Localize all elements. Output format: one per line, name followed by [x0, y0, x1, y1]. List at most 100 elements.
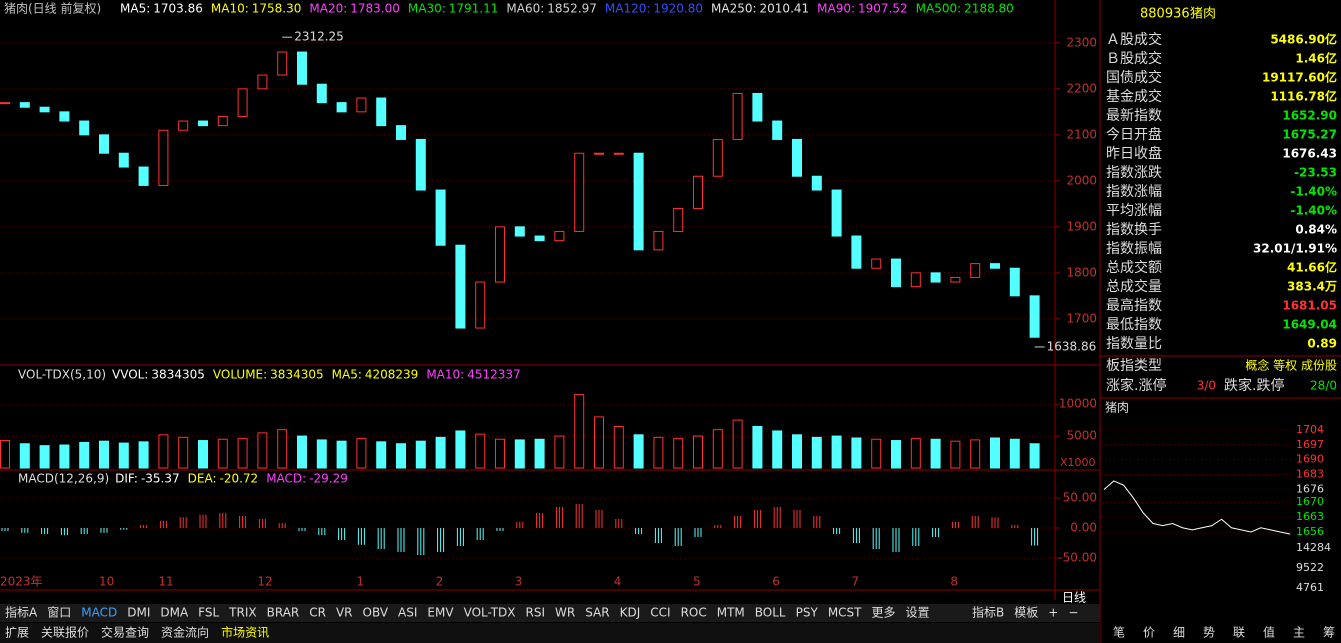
- x-tick-label: 2: [436, 575, 444, 589]
- toolbar-button[interactable]: DMA: [160, 606, 189, 620]
- y-tick-label: 50.00: [1063, 491, 1097, 505]
- volume-bar: [178, 436, 189, 469]
- tab[interactable]: 细: [1173, 626, 1185, 640]
- info-value: 0.84%: [1295, 223, 1337, 237]
- y-tick-label: 1700: [1066, 311, 1097, 325]
- toolbar-button[interactable]: CR: [309, 606, 326, 620]
- volume-bar: [712, 429, 723, 469]
- info-label: Ａ股成交: [1106, 31, 1162, 48]
- toolbar-button[interactable]: WR: [555, 606, 575, 620]
- panel-title: MACD(12,26,9): [18, 472, 109, 486]
- toolbar-button[interactable]: BRAR: [267, 606, 300, 620]
- volume-bar: [732, 419, 743, 469]
- volume-bar: [237, 438, 248, 469]
- volume-bar: [336, 440, 347, 469]
- toolbar-button[interactable]: 设置: [906, 606, 930, 620]
- legend-name: DIF:: [115, 472, 138, 486]
- toolbar-button[interactable]: KDJ: [620, 606, 641, 620]
- y-tick-label: 2100: [1066, 127, 1097, 141]
- toolbar-button[interactable]: TRIX: [228, 606, 256, 620]
- toolbar-button[interactable]: SAR: [585, 606, 609, 620]
- y-tick-label: 2300: [1066, 35, 1097, 49]
- info-label: 最低指数: [1106, 317, 1162, 333]
- toolbar-button[interactable]: PSY: [796, 606, 819, 620]
- candle: [594, 152, 604, 155]
- toolbar-tab[interactable]: 市场资讯: [221, 625, 269, 640]
- toolbar-button[interactable]: 模板: [1014, 606, 1038, 620]
- toolbar-button[interactable]: ROC: [681, 606, 707, 620]
- annotation: 2312.25: [294, 30, 344, 44]
- type-value[interactable]: 概念 等权 成份股: [1245, 358, 1337, 373]
- candle: [237, 88, 248, 117]
- toolbar-tab[interactable]: 交易查询: [101, 625, 149, 640]
- candle: [257, 74, 268, 90]
- candle: [871, 258, 882, 269]
- volume-bar: [297, 435, 307, 469]
- toolbar-button[interactable]: 指标B: [972, 605, 1004, 620]
- legend-name: MACD:: [266, 472, 306, 486]
- volume-bar: [495, 438, 505, 469]
- tab[interactable]: 笔: [1113, 625, 1125, 640]
- period[interactable]: 日线: [1062, 591, 1086, 605]
- type-label: 板指类型: [1106, 358, 1162, 374]
- toolbar-button[interactable]: +: [1048, 606, 1058, 620]
- toolbar-tab[interactable]: 扩展: [5, 626, 29, 640]
- toolbar-button[interactable]: MACD: [81, 606, 117, 620]
- candle: [455, 244, 466, 329]
- info-value: 1681.05: [1282, 299, 1337, 313]
- toolbar-button[interactable]: VR: [336, 606, 353, 620]
- tab[interactable]: 筹: [1323, 626, 1335, 640]
- tab[interactable]: 主: [1293, 626, 1305, 640]
- toolbar-button[interactable]: 更多: [872, 606, 896, 620]
- x-tick-label: 3: [515, 575, 523, 589]
- legend-value: 2188.80: [964, 2, 1014, 16]
- info-label: 基金成交: [1106, 88, 1162, 105]
- toolbar-button[interactable]: MCST: [828, 606, 862, 620]
- toolbar-button[interactable]: DMI: [127, 606, 150, 620]
- chart-title: 猪肉(日线 前复权): [4, 1, 101, 16]
- candle: [99, 134, 109, 154]
- candle: [475, 281, 486, 329]
- legend-name: MA10:: [426, 368, 464, 382]
- legend-name: DEA:: [188, 472, 217, 486]
- toolbar-button[interactable]: BOLL: [755, 606, 786, 620]
- vol-tick-label: 9522: [1296, 561, 1324, 574]
- volume-bar: [376, 441, 387, 469]
- legend-name: MA500:: [916, 2, 962, 16]
- candle: [415, 138, 426, 191]
- volume-bar: [831, 435, 842, 469]
- toolbar-button[interactable]: RSI: [526, 606, 546, 620]
- legend-name: VOLUME:: [213, 368, 267, 382]
- toolbar-button[interactable]: 指标A: [5, 605, 38, 620]
- candle: [297, 51, 307, 85]
- toolbar-button[interactable]: OBV: [363, 606, 389, 620]
- toolbar-button[interactable]: CCI: [650, 606, 670, 620]
- volume-bar: [118, 442, 129, 469]
- toolbar-tab[interactable]: 关联报价: [41, 625, 89, 640]
- volume-bar: [217, 438, 228, 469]
- toolbar-button[interactable]: −: [1068, 606, 1078, 620]
- volume-bar: [198, 440, 208, 469]
- volume-bar: [435, 436, 446, 469]
- tab[interactable]: 势: [1203, 626, 1215, 640]
- info-value: 1676.43: [1282, 147, 1337, 161]
- toolbar-button[interactable]: VOL-TDX: [464, 606, 516, 620]
- code: 880936: [1140, 7, 1190, 22]
- toolbar-button[interactable]: EMV: [427, 606, 454, 620]
- tab[interactable]: 价: [1143, 626, 1155, 640]
- info-label: 总成交量: [1106, 278, 1162, 295]
- volume-bar: [792, 434, 802, 469]
- volume-bar: [277, 429, 288, 469]
- y-tick-label: 0.00: [1070, 521, 1097, 535]
- tab[interactable]: 联: [1233, 626, 1245, 640]
- toolbar-button[interactable]: 窗口: [47, 606, 71, 620]
- toolbar-button[interactable]: ASI: [398, 606, 417, 620]
- tab[interactable]: 值: [1263, 625, 1275, 640]
- toolbar-button[interactable]: FSL: [198, 606, 219, 620]
- toolbar-tab[interactable]: 资金流向: [161, 625, 209, 640]
- info-label: 国债成交: [1106, 69, 1162, 86]
- toolbar-button[interactable]: MTM: [717, 606, 745, 620]
- candle: [772, 120, 783, 140]
- candle: [158, 129, 169, 186]
- info-label: 最新指数: [1106, 108, 1162, 124]
